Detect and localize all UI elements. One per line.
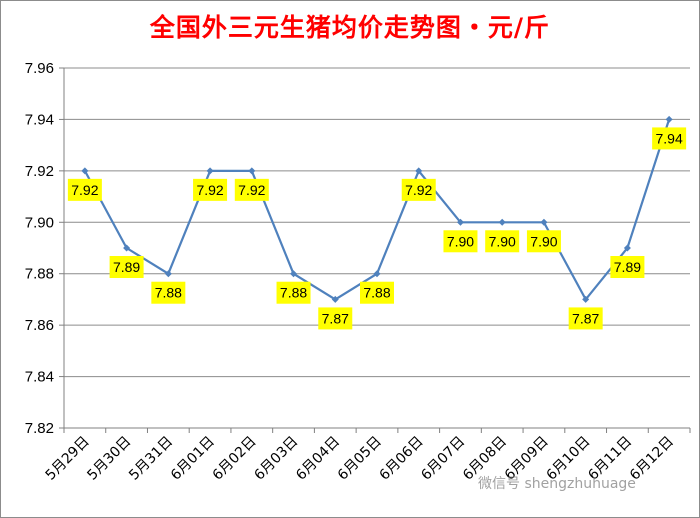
chart-title: 全国外三元生猪均价走势图・元/斤 bbox=[149, 13, 551, 42]
data-label-box bbox=[234, 178, 269, 201]
data-label: 7.88 bbox=[280, 285, 307, 301]
data-point bbox=[498, 218, 506, 226]
data-point bbox=[331, 295, 339, 303]
data-label-box bbox=[401, 178, 436, 201]
data-labels: 7.92 7.89 7.88 7.92 7.92 7.88 7.87 7.88 7.92 7.90… bbox=[67, 127, 687, 330]
y-tick-label: 7.92 bbox=[25, 163, 54, 180]
data-label-box bbox=[276, 281, 311, 304]
data-label: 7.90 bbox=[489, 233, 516, 249]
data-label: 7.94 bbox=[656, 130, 683, 146]
data-point bbox=[164, 270, 172, 278]
data-point bbox=[665, 115, 673, 123]
data-point bbox=[290, 270, 298, 278]
data-point bbox=[540, 218, 548, 226]
data-label: 7.92 bbox=[196, 182, 223, 198]
data-point bbox=[123, 244, 131, 252]
data-label-box bbox=[485, 230, 520, 253]
data-label-box bbox=[151, 281, 186, 304]
y-axis-ticks: 7.96 7.94 7.92 7.90 7.88 7.86 7.84 7.82 bbox=[25, 60, 64, 437]
data-label-box bbox=[318, 307, 353, 330]
data-label: 7.88 bbox=[155, 285, 182, 301]
data-label: 7.90 bbox=[530, 233, 557, 249]
x-tick-label: 6月06日 bbox=[377, 434, 427, 484]
data-label: 7.87 bbox=[322, 310, 349, 326]
data-label: 7.92 bbox=[71, 182, 98, 198]
data-label-box bbox=[568, 307, 603, 330]
data-point bbox=[248, 167, 256, 175]
y-tick-label: 7.90 bbox=[25, 214, 54, 231]
gridlines bbox=[64, 67, 690, 378]
y-tick-label: 7.94 bbox=[25, 111, 54, 128]
x-tick-label: 6月05日 bbox=[335, 434, 385, 484]
data-label-box bbox=[67, 178, 102, 201]
data-point bbox=[623, 244, 631, 252]
data-label-box bbox=[652, 127, 687, 150]
data-label: 7.89 bbox=[614, 259, 641, 275]
watermark: 微信号 shengzhuhuage bbox=[478, 476, 636, 492]
series-markers bbox=[81, 115, 673, 303]
x-tick-label: 5月29日 bbox=[43, 434, 93, 484]
data-label-box bbox=[360, 281, 394, 304]
data-point bbox=[206, 167, 214, 175]
data-label: 7.88 bbox=[363, 285, 390, 301]
data-label-box bbox=[193, 178, 228, 201]
data-point bbox=[582, 295, 590, 303]
data-label: 7.92 bbox=[405, 182, 432, 198]
data-label: 7.89 bbox=[113, 259, 140, 275]
x-tick-label: 6月04日 bbox=[293, 434, 343, 484]
y-tick-label: 7.88 bbox=[25, 266, 54, 283]
y-tick-label: 7.82 bbox=[25, 420, 54, 437]
data-label: 7.90 bbox=[447, 233, 474, 249]
data-label-box bbox=[443, 230, 478, 253]
data-point bbox=[373, 270, 381, 278]
data-label-box bbox=[610, 256, 645, 278]
x-tick-label: 6月01日 bbox=[168, 434, 218, 484]
data-point bbox=[456, 218, 464, 226]
x-tick-label: 6月03日 bbox=[251, 434, 301, 484]
y-tick-label: 7.96 bbox=[25, 60, 54, 77]
data-label-box bbox=[526, 230, 561, 253]
data-label: 7.92 bbox=[238, 182, 265, 198]
x-tick-label: 5月31日 bbox=[126, 434, 176, 484]
data-point bbox=[81, 167, 89, 175]
y-tick-label: 7.84 bbox=[25, 369, 54, 386]
data-label-box bbox=[109, 256, 144, 278]
x-tick-label: 6月02日 bbox=[210, 434, 260, 484]
y-tick-label: 7.86 bbox=[25, 317, 54, 334]
data-label: 7.87 bbox=[572, 310, 599, 326]
x-tick-label: 5月30日 bbox=[84, 434, 134, 484]
data-point bbox=[415, 167, 423, 175]
x-tick-label: 6月07日 bbox=[418, 434, 468, 484]
